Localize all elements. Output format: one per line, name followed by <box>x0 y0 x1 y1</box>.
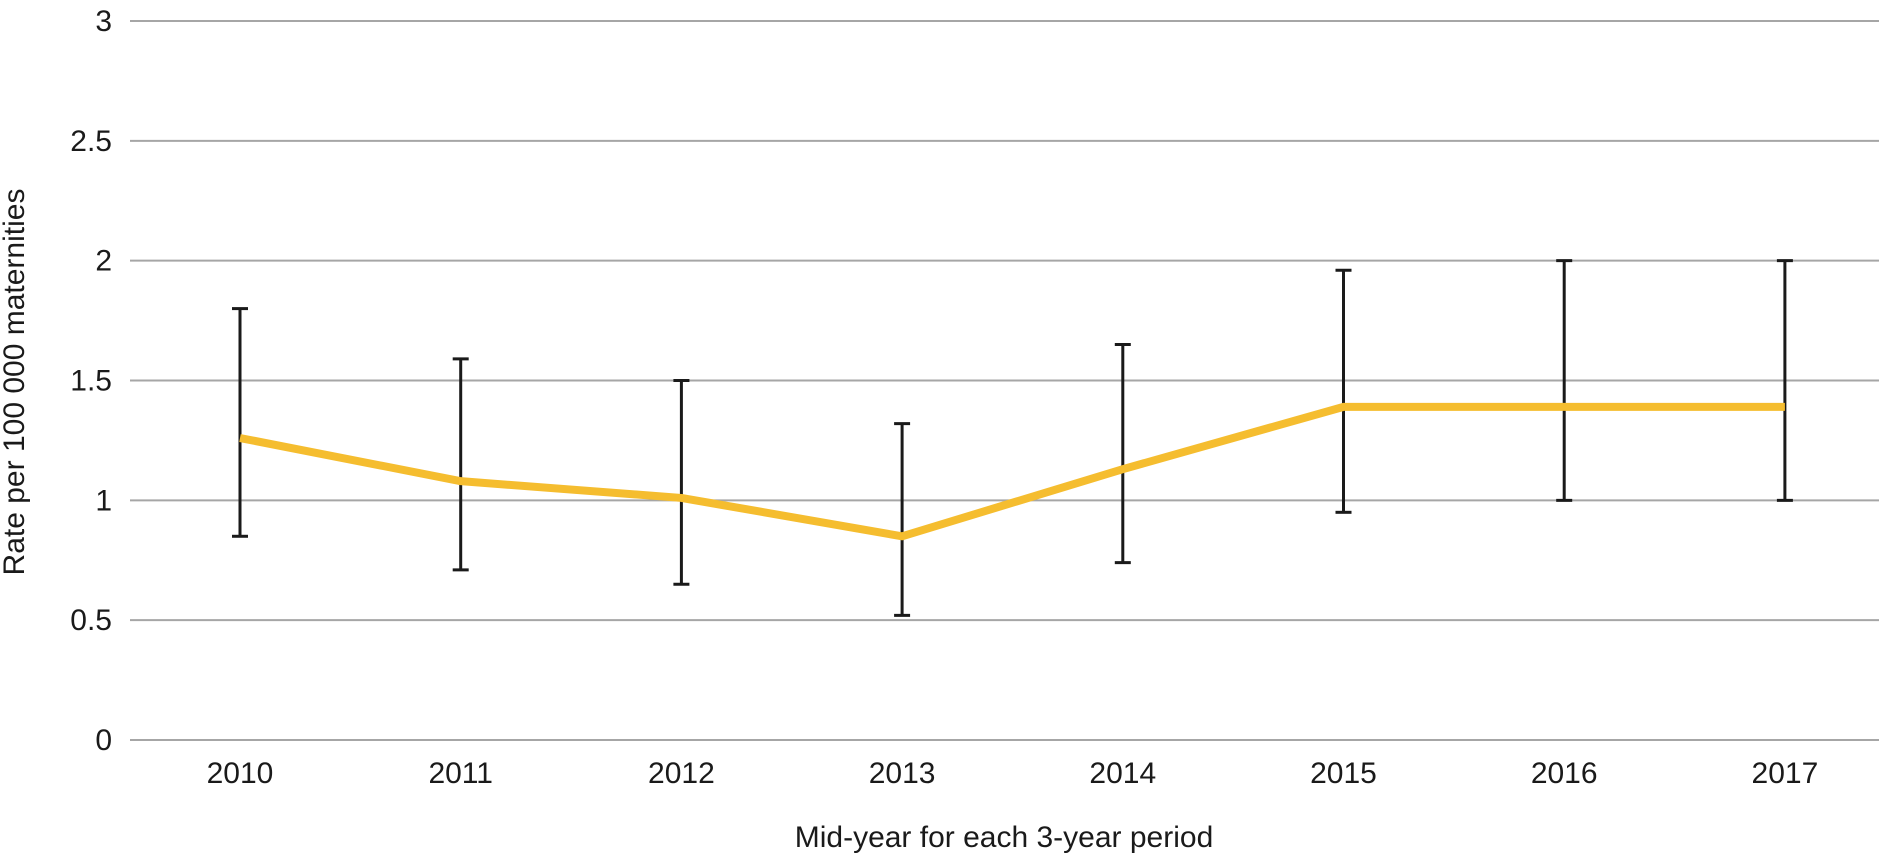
error-bar-2014 <box>1114 343 1131 565</box>
x-tick-label-2010: 2010 <box>207 757 274 790</box>
series-line-0 <box>239 402 1785 541</box>
data-point-2011 <box>460 481 461 482</box>
data-point-2013 <box>902 536 903 537</box>
x-tick-label-2013: 2013 <box>869 757 936 790</box>
y-tick-label-3: 1.5 <box>70 365 112 398</box>
x-tick-label-2012: 2012 <box>648 757 715 790</box>
x-tick-label-2016: 2016 <box>1531 757 1598 790</box>
x-tick-label-2014: 2014 <box>1089 757 1156 790</box>
error-bar-2012 <box>673 379 690 586</box>
y-axis-title: Rate per 100 000 maternities <box>0 189 31 576</box>
y-tick-label-4: 2 <box>95 245 112 278</box>
y-axis-ticks: 0 0.5 1 1.5 2 2.5 3 <box>70 5 112 757</box>
y-tick-label-5: 2.5 <box>70 125 112 158</box>
data-point-2017 <box>1784 406 1785 407</box>
data-point-2010 <box>240 438 241 439</box>
series-lines <box>239 402 1785 541</box>
x-axis-ticks: 2010 2011 2012 2013 2014 2015 2016 2017 <box>207 757 1819 790</box>
data-point-2016 <box>1564 406 1565 407</box>
data-point-2014 <box>1122 469 1123 470</box>
x-axis-title: Mid-year for each 3-year period <box>795 821 1214 854</box>
error-bar-2011 <box>452 357 469 572</box>
y-tick-label-6: 3 <box>95 5 112 38</box>
data-point-2015 <box>1343 406 1344 407</box>
error-bar-2016 <box>1556 259 1573 502</box>
x-tick-label-2015: 2015 <box>1310 757 1377 790</box>
gridlines <box>130 20 1879 741</box>
error-bar-2013 <box>894 422 911 617</box>
y-tick-label-2: 1 <box>95 484 112 517</box>
error-bars <box>232 259 1793 617</box>
y-tick-label-1: 0.5 <box>70 604 112 637</box>
error-bar-2017 <box>1776 259 1793 502</box>
error-bar-2015 <box>1335 268 1352 514</box>
data-point-2012 <box>681 497 682 498</box>
y-tick-label-0: 0 <box>95 724 112 757</box>
error-bar-2010 <box>232 307 248 538</box>
x-tick-label-2017: 2017 <box>1752 757 1819 790</box>
x-tick-label-2011: 2011 <box>428 757 493 790</box>
